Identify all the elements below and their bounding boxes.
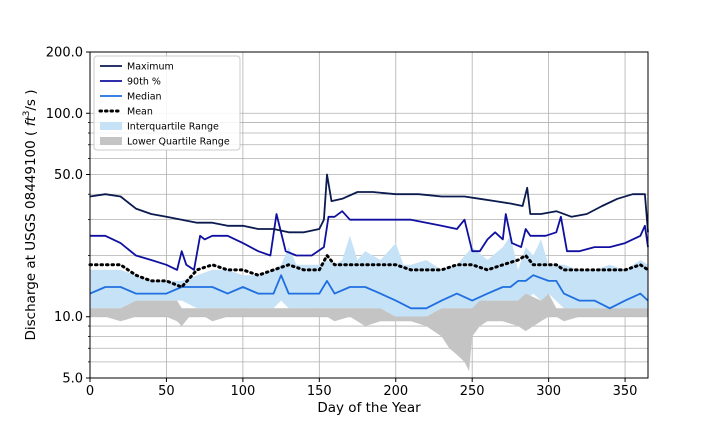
fill-layer [90, 235, 648, 372]
x-tick-label: 250 [460, 384, 485, 399]
x-tick-label: 150 [307, 384, 332, 399]
legend-label: Mean [127, 107, 153, 118]
line-mean [88, 254, 650, 289]
y-axis-title-exponent: 3 [22, 111, 32, 117]
y-axis-title-suffix: /s ) [23, 89, 39, 110]
legend-label: Maximum [127, 62, 174, 73]
band-interquartile-range [90, 235, 648, 317]
line-maximum [89, 173, 649, 234]
x-axis-title: Day of the Year [317, 400, 421, 416]
y-axis-title: Discharge at USGS 08449100 ( ft3/s ) [22, 89, 39, 340]
band-lower-quartile-range [90, 293, 648, 372]
legend-swatch [100, 137, 122, 145]
y-axis-title-prefix: Discharge at USGS 08449100 ( [23, 126, 39, 340]
legend-box [93, 55, 241, 151]
y-tick-label: 10.0 [54, 310, 83, 325]
x-tick-label: 300 [536, 384, 561, 399]
y-tick-label: 200.0 [46, 46, 83, 61]
y-tick-label: 50.0 [54, 168, 83, 183]
legend-label: 90th % [127, 77, 161, 88]
x-tick-label: 200 [383, 384, 408, 399]
legend: Maximum 90th % Median Mean Interquartile Ran… [93, 55, 241, 151]
plot-frame [89, 51, 649, 379]
y-tick-label: 5.0 [62, 372, 83, 387]
tick-layer: 0 50 100 150 200 250 300 350 5.0 10.0 50.0 100.0 200… [46, 46, 638, 400]
legend-label: Median [127, 92, 162, 103]
line-median [89, 274, 649, 310]
y-axis-title-unit: ft [23, 116, 39, 127]
legend-swatch [100, 122, 122, 130]
x-tick-label: 0 [86, 384, 94, 399]
legend-label: Interquartile Range [127, 122, 219, 133]
x-tick-label: 100 [230, 384, 255, 399]
x-tick-label: 50 [158, 384, 175, 399]
y-tick-label: 100.0 [46, 107, 83, 122]
x-tick-label: 350 [613, 384, 638, 399]
legend-label: Lower Quartile Range [127, 137, 230, 148]
line-layer [88, 173, 650, 310]
line-90th- [90, 210, 649, 271]
